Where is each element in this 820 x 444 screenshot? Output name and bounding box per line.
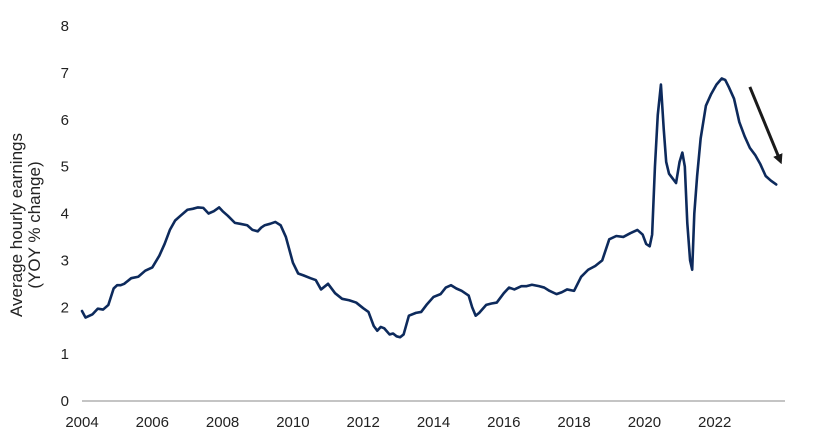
x-tick-label: 2014 [417,414,450,431]
x-tick-label: 2012 [347,414,380,431]
y-tick-label: 7 [61,65,69,82]
earnings-series-line [80,77,778,339]
y-axis-title-line-1: Average hourly earnings [7,133,26,317]
y-tick-label: 3 [61,252,69,269]
x-tick-label: 2004 [65,414,98,431]
x-tick-label: 2016 [487,414,520,431]
x-tick-label: 2018 [557,414,590,431]
x-tick-label: 2010 [276,414,309,431]
downward-trend-arrow [748,86,783,165]
y-tick-label: 5 [61,159,69,176]
y-tick-label: 0 [61,393,69,410]
y-tick-label: 6 [61,112,69,129]
x-axis-tick-labels: 2004 2006 2008 2010 2012 2014 2016 2018 2020 2022 [65,414,731,431]
x-tick-label: 2022 [698,414,731,431]
y-axis-title: Average hourly earnings (YOY % change) [7,133,44,317]
y-tick-label: 2 [61,299,69,316]
y-tick-label: 1 [61,346,69,363]
x-tick-label: 2006 [136,414,169,431]
y-axis-title-line-2: (YOY % change) [25,161,44,288]
series-layer [80,77,778,339]
y-tick-label: 8 [61,18,69,35]
y-tick-label: 4 [61,206,69,223]
x-tick-label: 2020 [628,414,661,431]
x-tick-label: 2008 [206,414,239,431]
y-axis-tick-labels: 0 1 2 3 4 5 6 7 8 [61,18,69,410]
